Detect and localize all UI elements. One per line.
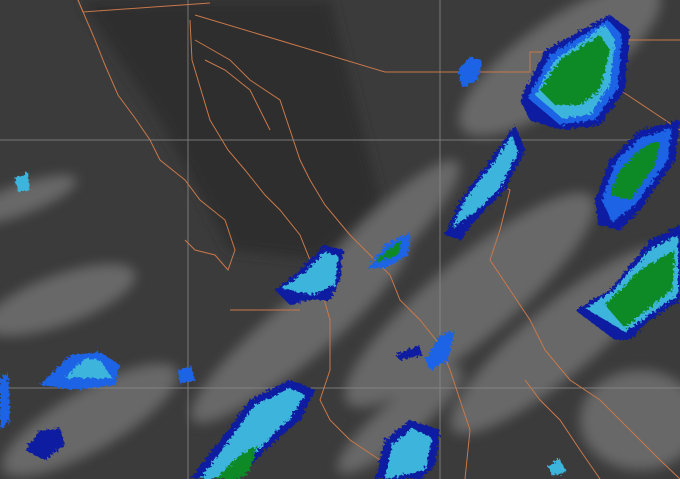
- storm-cluster-southeast: [575, 225, 680, 340]
- storm-cluster-center: [275, 232, 410, 305]
- cold-cloud-tops: [0, 15, 680, 479]
- storm-band-south: [190, 380, 315, 479]
- storm-cluster-south-center: [15, 172, 566, 479]
- storm-cluster-east: [595, 120, 680, 230]
- storm-cell-northeast-small: [458, 57, 482, 88]
- storm-cluster-southwest: [0, 352, 195, 460]
- dark-land-region: [80, 0, 380, 260]
- storm-band-center-east: [445, 125, 525, 240]
- storm-cluster-northeast: [520, 15, 630, 130]
